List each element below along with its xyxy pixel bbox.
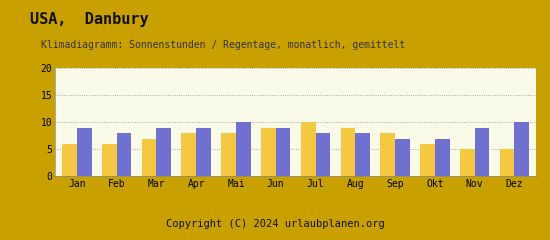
Bar [514,122,529,176]
Bar [316,133,330,176]
Bar [499,149,514,176]
Bar [340,128,355,176]
Bar [142,138,156,176]
Bar [196,128,211,176]
Bar [435,138,449,176]
Bar [182,133,196,176]
Bar [276,128,290,176]
Bar [221,133,236,176]
Bar [460,149,475,176]
Bar [420,144,435,176]
Bar [355,133,370,176]
Bar [62,144,77,176]
Bar [381,133,395,176]
Bar [156,128,171,176]
Text: USA,  Danbury: USA, Danbury [30,12,149,27]
Text: Klimadiagramm: Sonnenstunden / Regentage, monatlich, gemittelt: Klimadiagramm: Sonnenstunden / Regentage… [41,40,405,50]
Bar [475,128,490,176]
Legend: Sonnenstunden / Tag, Regentage / Monat: Sonnenstunden / Tag, Regentage / Monat [153,238,438,240]
Bar [261,128,276,176]
Bar [236,122,251,176]
Bar [301,122,316,176]
Bar [117,133,131,176]
Bar [395,138,410,176]
Text: Copyright (C) 2024 urlaubplanen.org: Copyright (C) 2024 urlaubplanen.org [166,219,384,229]
Bar [102,144,117,176]
Bar [77,128,92,176]
